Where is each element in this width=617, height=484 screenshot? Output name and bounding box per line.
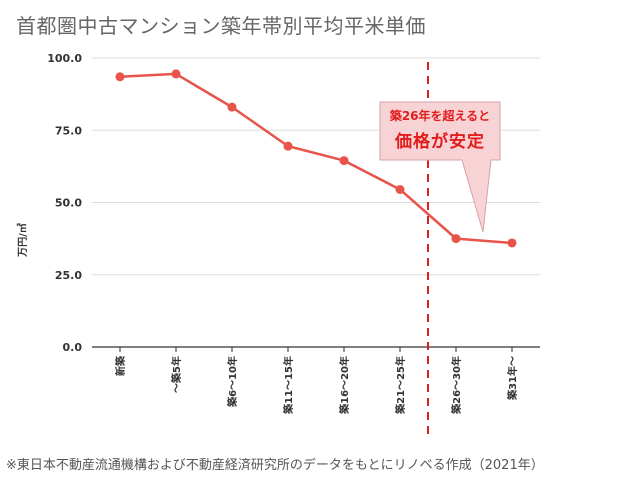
callout-balloon	[379, 101, 501, 233]
x-tick-label: 築16〜20年	[338, 356, 351, 415]
data-point	[339, 156, 349, 166]
x-tick-label: 〜築5年	[170, 356, 183, 393]
x-tick-label: 築31年〜	[506, 356, 519, 401]
x-tick-label: 新築	[114, 355, 127, 376]
footnote: ※東日本不動産流通機構および不動産経済研究所のデータをもとにリノベる作成（202…	[6, 458, 544, 473]
data-point	[171, 69, 181, 79]
callout-line-2: 価格が安定	[395, 132, 485, 152]
y-tick-label: 100.0	[47, 52, 82, 65]
y-tick-label: 0.0	[63, 341, 83, 354]
data-point	[507, 238, 517, 248]
x-tick-label: 築11〜15年	[282, 356, 295, 415]
x-tick-label: 築26〜30年	[450, 356, 463, 415]
data-point	[395, 184, 405, 194]
y-tick-labels: 0.0 25.0 50.0 75.0 100.0	[47, 52, 82, 354]
y-tick-label: 25.0	[55, 269, 82, 282]
y-tick-label: 75.0	[55, 124, 82, 137]
callout-line-1: 築26年を超えると	[389, 109, 491, 123]
gridlines	[92, 57, 540, 348]
data-point	[283, 141, 293, 151]
y-axis-label: 万円/㎡	[16, 223, 29, 258]
y-tick-label: 50.0	[55, 197, 82, 210]
data-point	[451, 234, 461, 244]
data-point	[115, 72, 125, 82]
x-tick-labels: 新築 〜築5年 築6〜10年 築11〜15年 築16〜20年 築21〜25年 築26〜30年…	[114, 347, 519, 415]
chart-title: 首都圏中古マンション築年帯別平均平米単価	[16, 14, 426, 38]
series-polyline	[119, 72, 513, 245]
callout-shape	[379, 101, 501, 233]
callout-text: 築26年を超えると 価格が安定	[380, 102, 500, 160]
x-tick-label: 築6〜10年	[226, 356, 239, 408]
data-point	[227, 102, 237, 112]
x-tick-label: 築21〜25年	[394, 356, 407, 415]
series-line	[115, 69, 517, 248]
